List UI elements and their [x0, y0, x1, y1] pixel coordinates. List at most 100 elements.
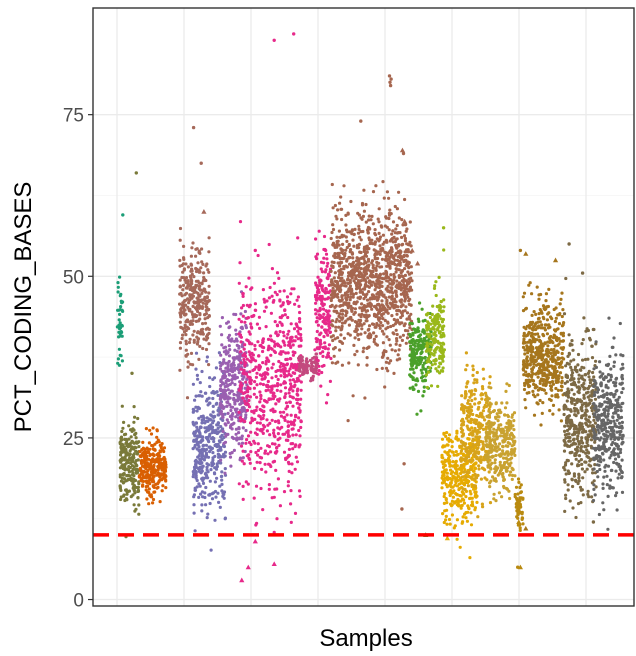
- scatter-point: [156, 485, 160, 489]
- scatter-point: [321, 350, 325, 354]
- scatter-point: [356, 266, 360, 271]
- scatter-point: [152, 463, 156, 467]
- scatter-point: [196, 377, 200, 381]
- scatter-point: [487, 470, 491, 474]
- scatter-point: [346, 419, 350, 423]
- scatter-point: [243, 419, 247, 424]
- scatter-point: [381, 341, 385, 345]
- scatter-point: [340, 363, 344, 367]
- scatter-point: [179, 325, 183, 329]
- scatter-point: [383, 318, 387, 323]
- scatter-point: [329, 335, 333, 339]
- scatter-point: [198, 317, 202, 321]
- scatter-point: [149, 461, 153, 466]
- scatter-point: [379, 284, 383, 288]
- scatter-point: [444, 482, 448, 487]
- scatter-point: [186, 365, 190, 369]
- scatter-point: [471, 373, 475, 377]
- scatter-point: [469, 523, 474, 527]
- scatter-point: [422, 389, 426, 394]
- scatter-point: [418, 362, 422, 366]
- scatter-point: [395, 337, 399, 341]
- scatter-point: [349, 295, 353, 299]
- scatter-point: [440, 326, 444, 330]
- scatter-point: [315, 316, 319, 320]
- scatter-point: [269, 390, 273, 394]
- scatter-point: [289, 335, 293, 339]
- scatter-point: [226, 320, 230, 324]
- scatter-point: [229, 389, 233, 393]
- scatter-point: [435, 345, 440, 349]
- scatter-point: [476, 473, 480, 477]
- scatter-point: [275, 388, 279, 392]
- scatter-point: [119, 495, 123, 499]
- scatter-point: [337, 229, 341, 233]
- scatter-point: [412, 327, 416, 331]
- scatter-point: [330, 323, 334, 327]
- scatter-point: [259, 394, 263, 398]
- scatter-point: [361, 350, 365, 354]
- scatter-point: [222, 441, 226, 445]
- scatter-point: [341, 303, 345, 307]
- scatter-point: [340, 312, 345, 316]
- scatter-point: [460, 403, 464, 407]
- scatter-point: [408, 317, 412, 321]
- scatter-point: [365, 309, 370, 313]
- scatter-point: [201, 444, 205, 448]
- scatter-point: [118, 294, 122, 298]
- scatter-point: [241, 294, 245, 298]
- scatter-point: [445, 508, 449, 512]
- scatter-point: [362, 346, 366, 350]
- scatter-point: [224, 434, 228, 438]
- scatter-point: [448, 522, 452, 526]
- scatter-point: [204, 443, 208, 447]
- scatter-point: [273, 442, 277, 446]
- scatter-point: [195, 478, 199, 483]
- scatter-point: [232, 358, 236, 362]
- scatter-point: [417, 329, 421, 333]
- scatter-point: [403, 250, 407, 254]
- scatter-point: [341, 242, 345, 246]
- scatter-point: [229, 408, 233, 413]
- scatter-point: [318, 351, 322, 355]
- scatter-point: [222, 496, 226, 500]
- scatter-point: [296, 376, 300, 380]
- scatter-point: [318, 294, 322, 298]
- scatter-point: [346, 293, 350, 297]
- scatter-point: [433, 284, 437, 288]
- scatter-point: [424, 313, 429, 317]
- scatter-point: [473, 397, 477, 401]
- scatter-point: [281, 339, 285, 343]
- scatter-point: [303, 369, 307, 373]
- scatter-point: [463, 459, 467, 463]
- scatter-point: [442, 473, 446, 477]
- scatter-point: [188, 307, 192, 311]
- scatter-point: [407, 315, 411, 319]
- scatter-point: [277, 359, 281, 364]
- scatter-point: [366, 328, 370, 332]
- scatter-point: [484, 391, 488, 395]
- scatter-point: [451, 485, 455, 489]
- scatter-point: [380, 366, 384, 370]
- scatter-point: [336, 261, 340, 265]
- scatter-point: [455, 429, 459, 433]
- scatter-point: [470, 500, 474, 504]
- scatter-point: [498, 442, 502, 446]
- scatter-point: [298, 320, 302, 324]
- scatter-point: [214, 428, 218, 432]
- scatter-point: [475, 432, 479, 436]
- scatter-point: [215, 390, 219, 394]
- scatter-point: [191, 241, 195, 245]
- scatter-point: [471, 412, 475, 417]
- scatter-point: [294, 368, 298, 372]
- scatter-point: [506, 441, 510, 445]
- scatter-point: [437, 341, 441, 345]
- scatter-point: [294, 335, 298, 339]
- scatter-point: [266, 423, 270, 427]
- scatter-point: [441, 341, 445, 345]
- scatter-point: [213, 480, 217, 484]
- scatter-point: [374, 334, 378, 338]
- scatter-point: [280, 323, 284, 327]
- scatter-point: [151, 497, 156, 502]
- scatter-point: [392, 371, 396, 375]
